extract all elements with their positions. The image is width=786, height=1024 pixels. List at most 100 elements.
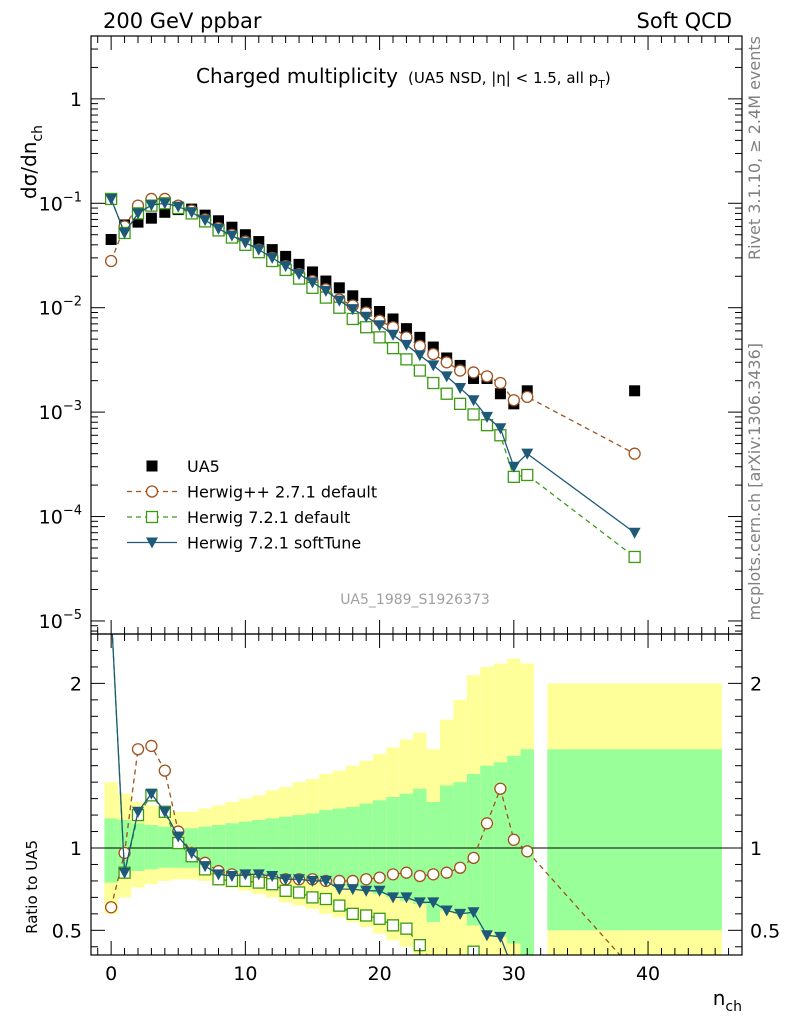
ratio-point — [145, 739, 158, 753]
data-point — [387, 313, 399, 325]
series-line — [110, 198, 635, 455]
ratio-point — [629, 1001, 641, 1012]
data-point — [373, 320, 386, 332]
series-3 — [105, 193, 641, 539]
band-inner — [131, 823, 145, 872]
main-plot-title-note: (UA5 NSD, |η| < 1.5, all pT) — [408, 69, 611, 91]
y-tick-label: 10−2 — [39, 295, 82, 320]
ratio-point — [225, 870, 238, 882]
data-point — [413, 364, 427, 377]
y-tick-label: 10−3 — [39, 399, 82, 424]
band-inner — [547, 749, 722, 931]
data-point — [306, 266, 318, 278]
band-inner — [346, 806, 360, 888]
ratio-y-tick-label: 0.5 — [52, 920, 82, 942]
data-point — [628, 550, 641, 564]
data-point — [427, 341, 439, 353]
ratio-series-0 — [104, 739, 621, 955]
band-inner — [372, 800, 387, 895]
ratio-point — [346, 907, 359, 920]
data-point — [306, 277, 319, 289]
ratio-point — [145, 788, 158, 800]
ratio-point — [386, 919, 400, 932]
x-tick-label: 20 — [367, 963, 391, 985]
data-point — [507, 470, 520, 483]
data-point — [494, 423, 507, 435]
main-panel: UA5 Herwig++ 2.7.1 default Herwig 7.2.1 de… — [39, 35, 743, 635]
data-point — [158, 198, 171, 210]
ratio-point — [413, 897, 426, 909]
ratio-point — [279, 884, 292, 897]
data-point — [521, 390, 534, 404]
data-point — [629, 385, 641, 397]
ratio-point — [172, 831, 185, 843]
data-point — [172, 201, 185, 213]
ratio-point — [373, 871, 386, 884]
ratio-point — [293, 874, 306, 886]
data-point — [373, 331, 386, 344]
data-point — [226, 221, 238, 233]
x-tick-label: 30 — [502, 963, 526, 985]
ratio-point — [507, 833, 520, 846]
data-point — [360, 321, 373, 334]
header-left: 200 GeV ppbar — [103, 9, 262, 33]
data-point — [427, 360, 440, 372]
ratio-point — [454, 908, 467, 920]
ratio-y-tick-label-right: 2 — [750, 673, 762, 695]
ratio-point — [427, 868, 440, 881]
data-point — [400, 339, 413, 351]
legend-marker — [145, 510, 159, 524]
ratio-point — [440, 905, 453, 917]
ratio-y-tick-label-right: 1 — [750, 838, 762, 860]
y-tick-label: 10−1 — [39, 190, 82, 215]
data-point — [628, 447, 641, 460]
ratio-point — [400, 866, 413, 879]
ratio-point — [306, 875, 319, 887]
legend-label: Herwig 7.2.1 softTune — [187, 534, 361, 553]
ratio-point — [467, 851, 480, 865]
data-point — [494, 388, 506, 400]
ratio-point — [319, 875, 332, 887]
header-right: Soft QCD — [637, 9, 732, 33]
series-line — [110, 198, 636, 558]
legend-label: Herwig++ 2.7.1 default — [187, 483, 377, 502]
data-point — [454, 383, 467, 395]
band-inner — [426, 801, 440, 923]
data-point — [467, 408, 480, 421]
data-point — [374, 305, 386, 317]
band-inner — [399, 793, 414, 901]
data-point — [132, 216, 144, 228]
band-inner — [466, 773, 481, 926]
data-point — [280, 250, 292, 262]
mcplots-source-label: mcplots.cern.ch [arXiv:1306.3436] — [745, 343, 764, 620]
band-inner — [359, 803, 373, 891]
data-point — [131, 208, 144, 220]
band-inner — [144, 824, 159, 870]
ratio-series-area — [104, 634, 641, 1012]
data-point — [239, 237, 252, 249]
ratio-point — [118, 846, 131, 860]
ratio-point — [185, 847, 198, 859]
ratio-point — [266, 870, 279, 882]
ratio-point — [346, 884, 359, 896]
data-point — [467, 395, 480, 407]
data-point — [440, 371, 453, 383]
band-inner — [319, 810, 333, 885]
data-point — [104, 254, 118, 268]
ratio-y-axis-label: Ratio to UA5 — [23, 840, 41, 934]
series-2 — [104, 192, 641, 564]
ratio-point — [428, 958, 439, 969]
ratio-point — [400, 922, 413, 935]
ratio-point — [158, 806, 171, 818]
ratio-y-tick-label-right: 0.5 — [750, 920, 780, 942]
x-axis-label: nch — [713, 986, 742, 1015]
ratio-point — [131, 743, 145, 756]
data-point — [521, 448, 534, 460]
legend-label: Herwig 7.2.1 default — [187, 508, 350, 527]
legend-marker — [145, 485, 159, 498]
data-point — [494, 376, 507, 390]
ratio-point — [494, 782, 507, 795]
band-inner — [386, 796, 400, 898]
ratio-point — [158, 764, 171, 777]
ratio-point — [118, 867, 131, 879]
